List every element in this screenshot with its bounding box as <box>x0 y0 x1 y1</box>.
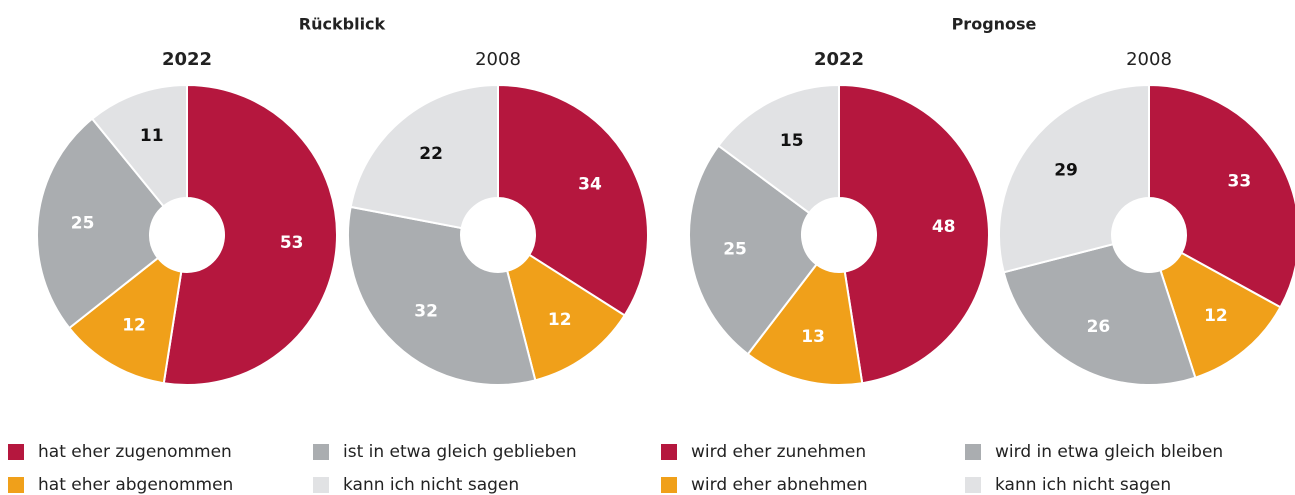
legend-label: kann ich nicht sagen <box>995 475 1171 495</box>
slice <box>717 83 840 215</box>
data-label: 12 <box>1204 306 1228 326</box>
data-label: 26 <box>1087 317 1111 337</box>
legend-label: hat eher zugenommen <box>38 442 232 462</box>
legend-swatch <box>661 444 677 460</box>
data-label: 12 <box>122 316 146 336</box>
data-label: 29 <box>1054 161 1078 181</box>
legend-swatch <box>965 477 981 493</box>
data-label: 33 <box>1228 172 1252 192</box>
data-label: 11 <box>140 126 164 146</box>
data-label: 13 <box>801 327 825 347</box>
legend-swatch <box>661 477 677 493</box>
slice <box>838 83 990 385</box>
slice <box>505 253 627 382</box>
data-label: 25 <box>723 240 747 260</box>
legend-label: ist in etwa gleich geblieben <box>343 442 577 462</box>
data-label: 34 <box>578 174 602 194</box>
legend-label: wird eher abnehmen <box>691 475 868 495</box>
group-title: Prognose <box>952 15 1037 34</box>
legend-swatch <box>313 444 329 460</box>
slice <box>746 262 864 386</box>
slice <box>67 256 183 385</box>
slice <box>1159 251 1282 379</box>
legend-swatch <box>8 444 24 460</box>
slice <box>688 144 818 356</box>
data-label: 53 <box>280 233 304 253</box>
legend-swatch <box>965 444 981 460</box>
legend-label: wird eher zunehmen <box>691 442 866 462</box>
data-label: 15 <box>780 131 804 151</box>
chart-title: 2022 <box>162 49 212 70</box>
slice <box>347 205 537 386</box>
chart-title: 2008 <box>1126 49 1172 70</box>
legend-swatch <box>8 477 24 493</box>
slice <box>349 83 499 230</box>
group-title: Rückblick <box>299 15 386 34</box>
data-label: 22 <box>419 144 443 164</box>
legend-label: kann ich nicht sagen <box>343 475 519 495</box>
chart-title: 2022 <box>814 49 864 70</box>
slice <box>1148 83 1295 309</box>
data-label: 48 <box>932 217 956 237</box>
chart-title: 2008 <box>475 49 521 70</box>
legend-label: hat eher abgenommen <box>38 475 233 495</box>
slice <box>90 83 188 208</box>
data-label: 25 <box>71 214 95 234</box>
slice <box>162 83 338 386</box>
data-label: 12 <box>548 310 572 330</box>
legend-label: wird in etwa gleich bleiben <box>995 442 1223 462</box>
legend-swatch <box>313 477 329 493</box>
slice <box>1002 242 1197 386</box>
data-label: 32 <box>414 302 438 322</box>
slice <box>36 117 166 330</box>
slice <box>998 83 1150 274</box>
